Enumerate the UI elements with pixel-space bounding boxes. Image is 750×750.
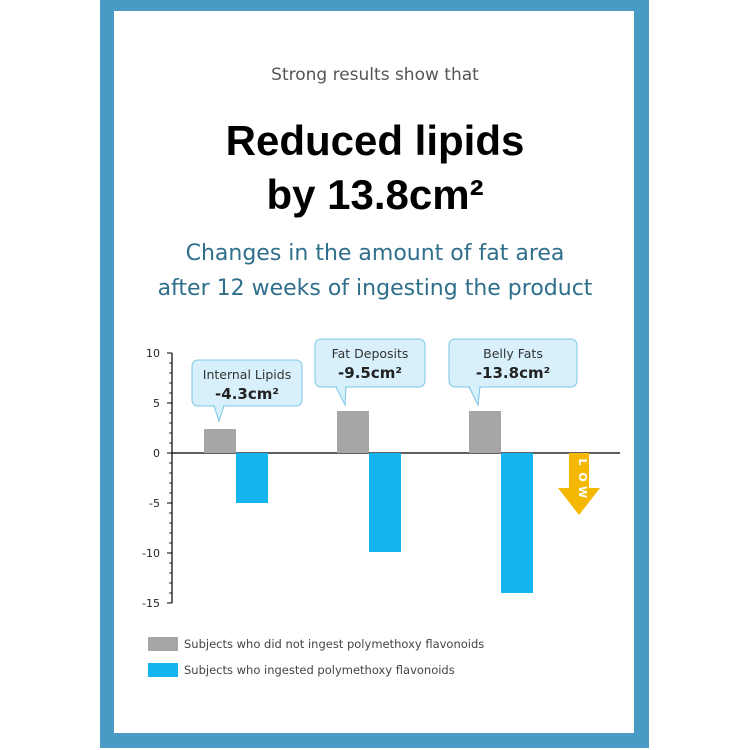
callout-pointer <box>335 386 347 407</box>
bar-treated <box>501 453 533 593</box>
y-tick-label: -15 <box>142 597 160 610</box>
low-arrow-letter: L <box>576 458 589 465</box>
low-arrow-letter: W <box>576 486 589 498</box>
legend-label-treated: Subjects who ingested polymethoxy flavon… <box>184 663 455 677</box>
callout-label: Belly Fats <box>483 346 543 361</box>
callout-value: -9.5cm² <box>338 364 402 382</box>
headline-line-1: Reduced lipids <box>225 117 525 164</box>
y-tick-label: -5 <box>149 497 160 510</box>
y-tick-label: -10 <box>142 547 160 560</box>
y-tick-label: 10 <box>146 347 160 360</box>
legend-swatch-gray <box>148 637 178 651</box>
bar-untreated <box>469 411 501 453</box>
subtitle-line-2: after 12 weeks of ingesting the product <box>157 276 593 301</box>
legend-label-untreated: Subjects who did not ingest polymethoxy … <box>184 637 485 651</box>
callout-box <box>314 338 426 388</box>
callout-label: Internal Lipids <box>203 367 291 382</box>
bar-untreated <box>204 429 236 453</box>
chart-subtitle: Changes in the amount of fat area after … <box>0 236 750 306</box>
legend-item-treated: Subjects who ingested polymethoxy flavon… <box>148 663 455 677</box>
y-tick-label: 5 <box>153 397 160 410</box>
callout-pointer <box>468 386 481 407</box>
callout-label: Fat Deposits <box>332 346 409 361</box>
callout-box <box>448 338 578 388</box>
low-arrow-letter: O <box>576 472 589 481</box>
callout-value: -4.3cm² <box>215 385 279 403</box>
headline: Reduced lipids by 13.8cm² <box>0 114 750 222</box>
headline-line-2: by 13.8cm² <box>266 171 484 218</box>
bar-untreated <box>337 411 369 453</box>
low-arrow-icon <box>558 453 600 515</box>
legend-swatch-blue <box>148 663 178 677</box>
bar-treated <box>236 453 268 503</box>
lead-text: Strong results show that <box>271 65 479 85</box>
subtitle-line-1: Changes in the amount of fat area <box>185 241 565 266</box>
callout-value: -13.8cm² <box>476 364 550 382</box>
y-tick-label: 0 <box>153 447 160 460</box>
legend-item-untreated: Subjects who did not ingest polymethoxy … <box>148 637 484 651</box>
bar-treated <box>369 453 401 552</box>
callout-box <box>191 359 303 407</box>
callout-pointer <box>213 405 225 423</box>
